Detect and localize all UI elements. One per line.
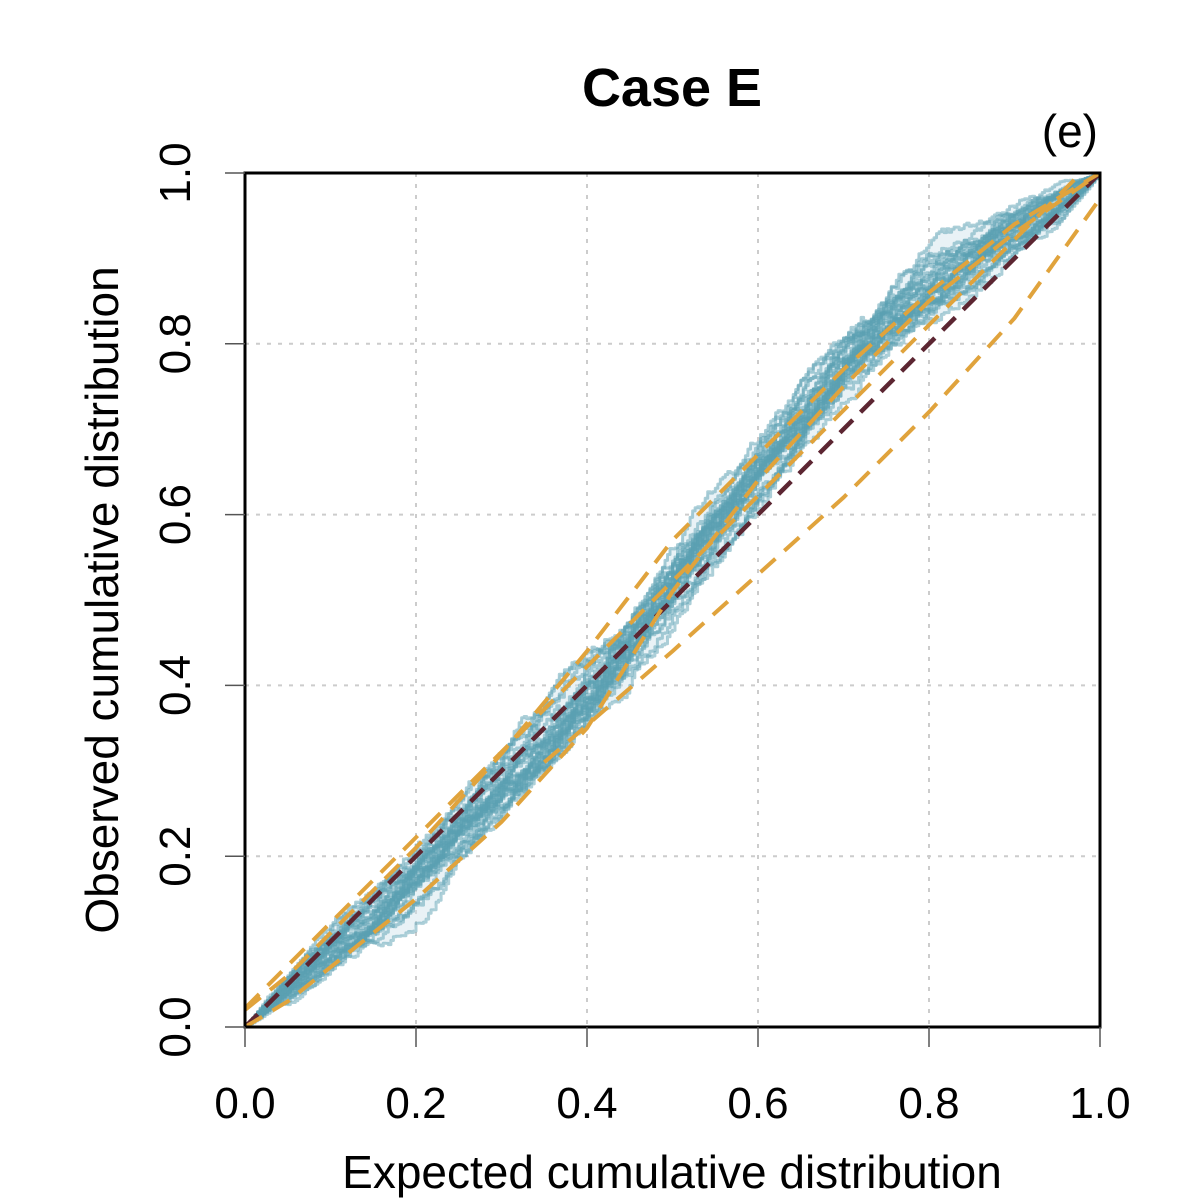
x-tick-label: 0.4: [556, 1079, 617, 1128]
panel-label: (e): [1042, 105, 1098, 157]
x-axis: 0.0 0.2 0.4 0.6 0.8 1.0: [214, 1027, 1131, 1128]
y-tick-label: 0.8: [151, 313, 200, 374]
y-tick-label: 0.4: [151, 655, 200, 716]
x-tick-label: 0.2: [385, 1079, 446, 1128]
y-tick-label: 1.0: [151, 142, 200, 203]
x-axis-label: Expected cumulative distribution: [342, 1146, 1002, 1198]
x-tick-label: 1.0: [1069, 1079, 1130, 1128]
x-tick-label: 0.0: [214, 1079, 275, 1128]
y-tick-label: 0.2: [151, 826, 200, 887]
y-axis-label: Observed cumulative distribution: [76, 266, 128, 933]
x-tick-label: 0.8: [898, 1079, 959, 1128]
y-tick-label: 0.0: [151, 996, 200, 1057]
reference-lines: [245, 173, 1100, 1027]
upper-bound-line: [245, 173, 1085, 1010]
chart-title: Case E: [582, 58, 762, 118]
upper-band-line: [245, 173, 1100, 1012]
lower-bound-line: [542, 197, 1100, 764]
plot-frame: [243, 171, 1102, 1029]
x-tick-label: 0.6: [727, 1079, 788, 1128]
y-tick-label: 0.6: [151, 484, 200, 545]
y-axis: 0.0 0.2 0.4 0.6 0.8 1.0: [151, 142, 245, 1058]
